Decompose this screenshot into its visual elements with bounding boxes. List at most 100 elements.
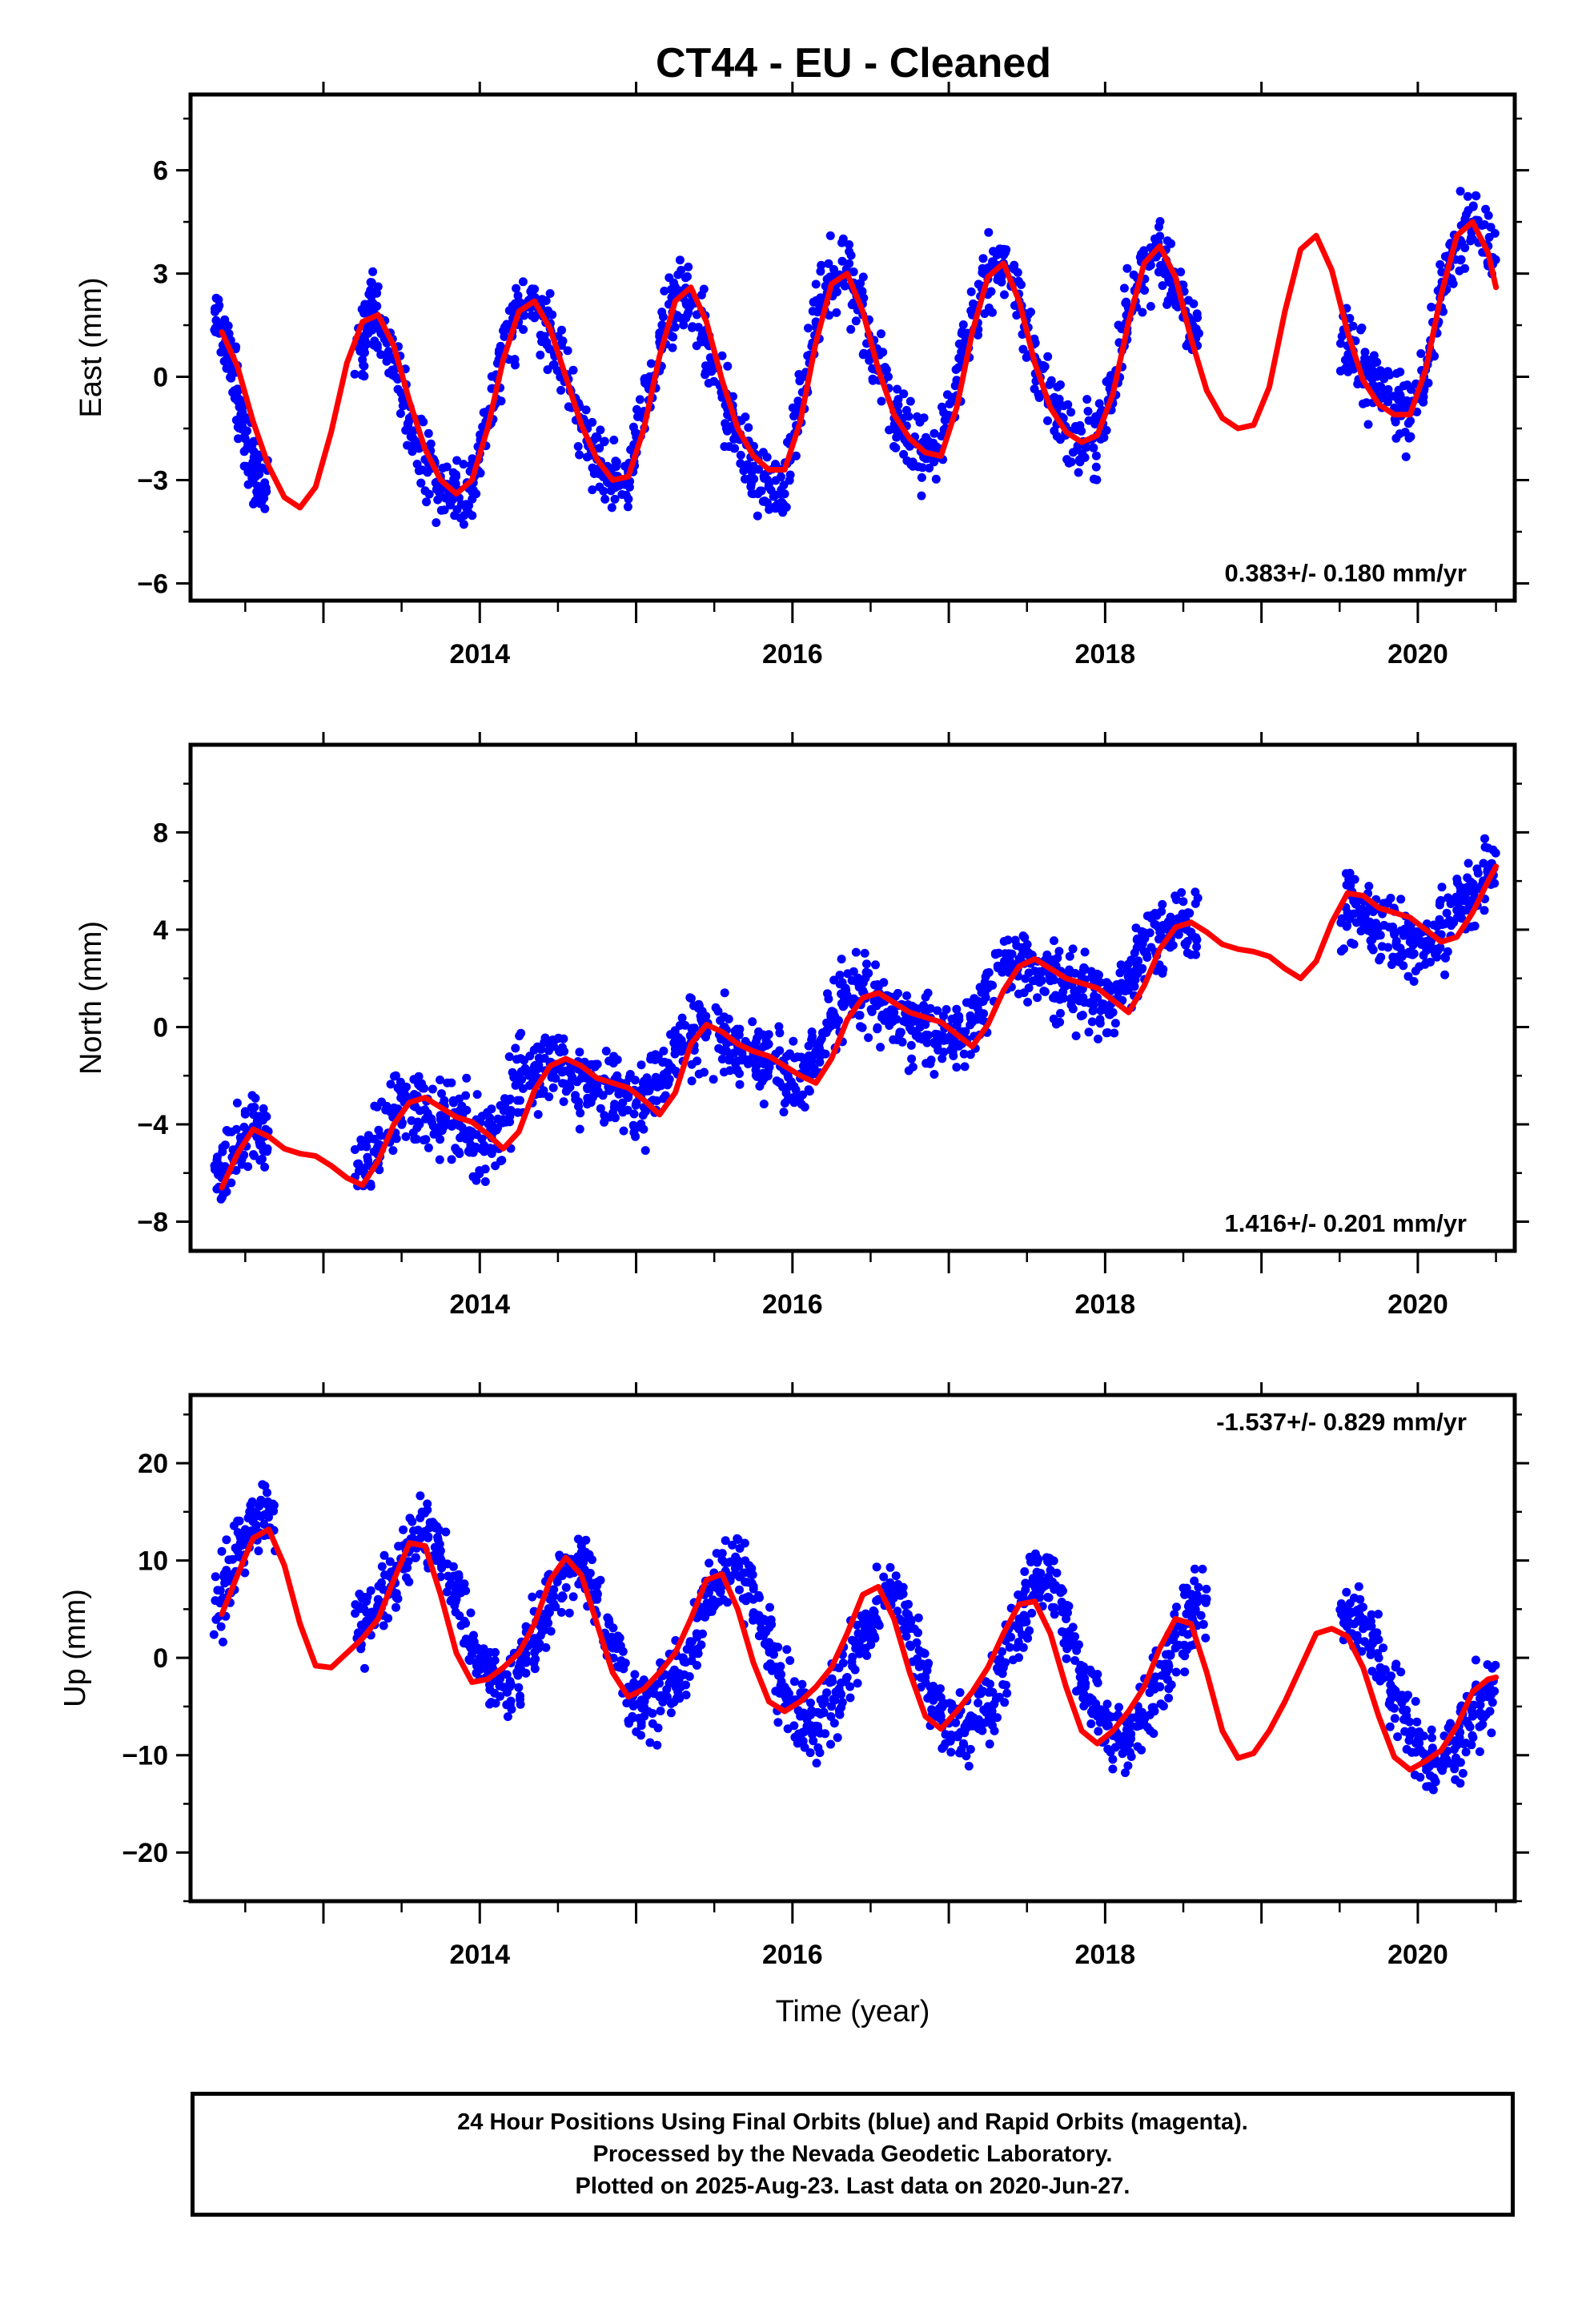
data-point: [1030, 1575, 1039, 1585]
scatter-series-up: [209, 1480, 1500, 1795]
data-point: [811, 279, 821, 289]
data-point: [670, 323, 680, 332]
data-point: [1403, 971, 1413, 981]
data-point: [851, 947, 861, 957]
data-point: [536, 350, 545, 360]
data-point: [1343, 908, 1352, 918]
data-point: [1445, 915, 1455, 925]
data-point: [213, 1586, 223, 1595]
data-point: [499, 1683, 508, 1692]
data-point: [610, 494, 620, 504]
data-point: [442, 462, 452, 472]
data-point: [1133, 1742, 1142, 1751]
data-point: [917, 491, 926, 501]
data-point: [452, 1594, 461, 1604]
data-point: [1436, 1760, 1446, 1770]
data-point: [677, 265, 686, 275]
data-point: [405, 1514, 415, 1523]
data-point: [1192, 942, 1202, 951]
data-point: [998, 962, 1008, 971]
y-tick-label: −3: [137, 466, 168, 497]
data-point: [914, 1662, 924, 1671]
data-point: [374, 1582, 383, 1591]
data-point: [865, 356, 874, 365]
data-point: [552, 1577, 562, 1586]
data-point: [1116, 960, 1126, 970]
data-point: [1108, 1007, 1118, 1017]
data-point: [1399, 381, 1408, 391]
data-point: [479, 1644, 488, 1654]
data-point: [835, 971, 845, 980]
data-point: [873, 983, 883, 991]
data-point: [655, 1692, 665, 1702]
data-point: [416, 1491, 425, 1501]
data-point: [1062, 1601, 1072, 1610]
data-point: [1138, 308, 1147, 317]
data-point: [1468, 879, 1478, 889]
data-point: [609, 436, 619, 444]
data-point: [671, 1067, 681, 1076]
data-point: [1070, 1656, 1080, 1665]
data-point: [1460, 215, 1470, 224]
data-point: [592, 1080, 602, 1090]
data-point: [1355, 1594, 1365, 1604]
data-point: [370, 1101, 379, 1111]
data-point: [942, 1005, 951, 1014]
data-point: [1470, 921, 1480, 931]
data-point: [1404, 433, 1414, 443]
axes-frame-east: [188, 92, 1517, 603]
data-point: [1345, 314, 1355, 323]
data-point: [1043, 416, 1052, 425]
data-point: [1166, 912, 1175, 922]
data-point: [1488, 845, 1498, 854]
data-point: [616, 1656, 626, 1666]
data-point: [1416, 349, 1426, 358]
data-point: [868, 374, 877, 384]
data-point: [901, 1600, 910, 1610]
data-point: [588, 485, 597, 495]
model-curve-up: [219, 1526, 1500, 1773]
data-point: [1177, 888, 1186, 897]
data-point: [743, 1059, 753, 1068]
data-point: [264, 1507, 274, 1517]
data-point: [946, 1736, 955, 1746]
data-point: [1388, 952, 1398, 962]
data-point: [645, 1738, 655, 1747]
data-point: [789, 1082, 799, 1091]
data-point: [1068, 1004, 1078, 1014]
data-point: [630, 1670, 640, 1679]
data-point: [492, 1676, 500, 1686]
data-point: [1469, 1700, 1479, 1710]
data-point: [423, 468, 432, 477]
data-point: [860, 948, 869, 958]
data-point: [490, 1655, 500, 1665]
data-point: [897, 1037, 907, 1047]
x-tick-label: 2014: [449, 1289, 510, 1320]
data-point: [869, 1631, 879, 1641]
data-point: [1146, 302, 1155, 311]
data-point: [1142, 1723, 1152, 1732]
data-point: [530, 284, 540, 294]
data-point: [789, 1093, 798, 1102]
data-point: [1369, 351, 1379, 360]
data-point: [1140, 286, 1150, 295]
data-point: [660, 286, 669, 296]
data-point: [1014, 1614, 1024, 1623]
data-point: [1055, 435, 1065, 444]
data-point: [1155, 927, 1165, 937]
data-point: [1476, 1700, 1485, 1710]
y-tick-label: 0: [153, 363, 168, 393]
data-point: [965, 1714, 974, 1723]
data-point: [227, 1178, 236, 1188]
data-point: [765, 479, 773, 489]
data-point: [921, 1007, 930, 1016]
data-point: [711, 1003, 721, 1012]
data-point: [505, 1094, 515, 1104]
data-point: [907, 1054, 917, 1063]
data-point: [1025, 1626, 1034, 1635]
data-point: [408, 1128, 418, 1138]
data-point: [952, 1063, 962, 1072]
data-point: [1102, 425, 1111, 435]
data-point: [749, 489, 758, 499]
data-point: [777, 472, 785, 481]
